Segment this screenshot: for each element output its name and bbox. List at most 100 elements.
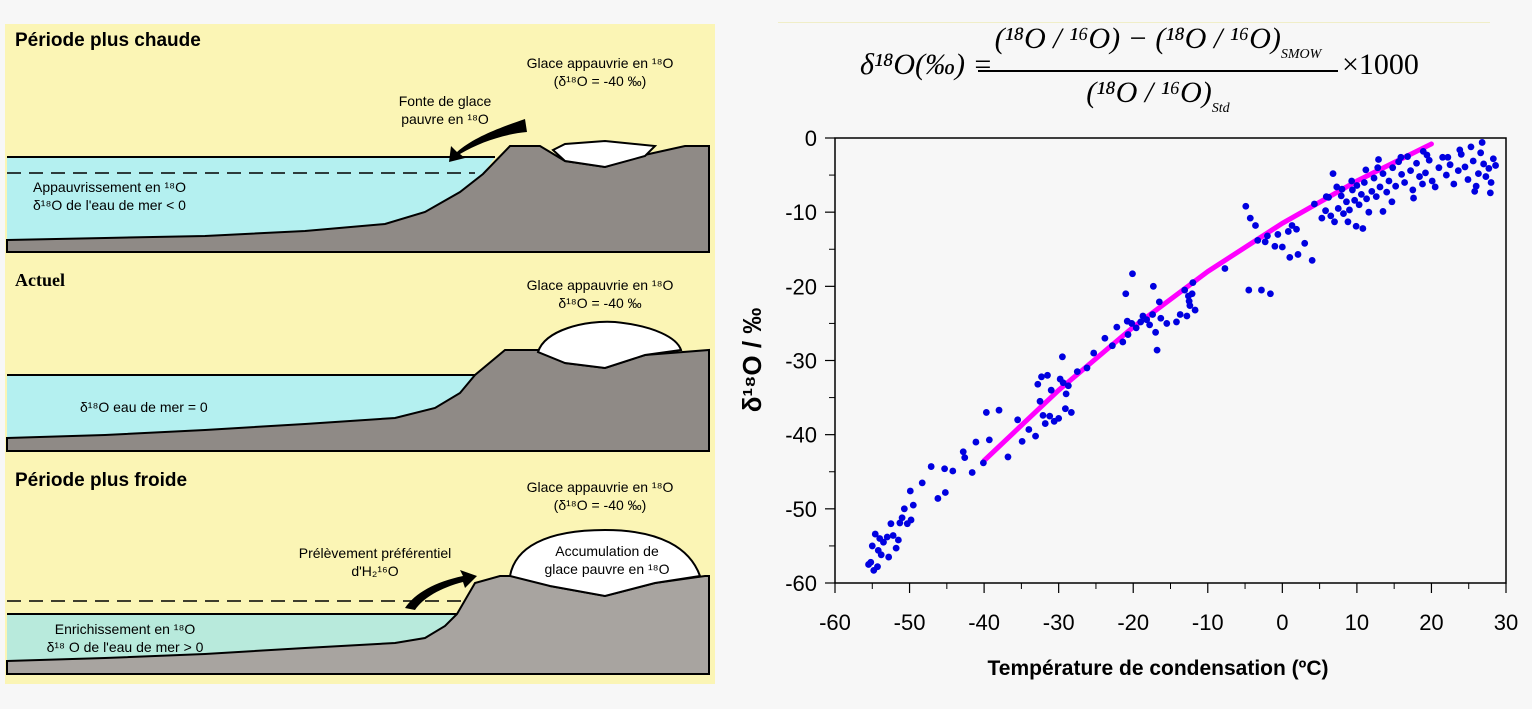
data-point	[1413, 159, 1420, 167]
data-point	[1383, 188, 1391, 196]
data-point	[894, 536, 902, 544]
data-point	[1157, 314, 1165, 322]
data-point	[1152, 328, 1159, 336]
isotope-ocean-diagram: Période plus chaude Glace appauvrie en ¹…	[0, 0, 720, 709]
data-point	[1431, 183, 1439, 191]
fit-line	[981, 141, 1434, 464]
data-point	[1469, 157, 1477, 165]
data-point	[1128, 320, 1136, 327]
ice-label-line1: Glace appauvrie en ¹⁸O	[526, 55, 674, 71]
data-point	[1388, 198, 1396, 206]
numerator-text: (¹⁸O / ¹⁶O) − (¹⁸O / ¹⁶O)	[994, 22, 1281, 55]
x-tick-label: -40	[968, 610, 1000, 635]
data-point	[941, 489, 949, 496]
data-point	[1267, 290, 1274, 298]
x-tick-label: -60	[819, 610, 851, 635]
data-point	[1472, 182, 1480, 190]
data-point	[907, 516, 915, 524]
data-point	[1398, 170, 1406, 178]
data-point	[1062, 390, 1070, 398]
data-point	[877, 551, 885, 559]
data-point	[1038, 373, 1045, 381]
ice-label-line1: Glace appauvrie en ¹⁸O	[526, 479, 674, 495]
data-point	[1368, 188, 1376, 195]
data-point	[1357, 190, 1365, 198]
x-tick-label: -20	[1117, 610, 1149, 635]
data-point	[1122, 290, 1130, 298]
present-scene	[6, 320, 710, 452]
data-point	[1047, 386, 1055, 394]
data-point	[982, 409, 990, 416]
data-point	[1359, 225, 1367, 232]
data-point	[1487, 179, 1495, 186]
data-point	[1025, 426, 1033, 433]
ice-cap	[536, 320, 683, 370]
data-point	[918, 479, 926, 487]
data-point	[1155, 298, 1163, 306]
evaporation-label-line1: Prélèvement préférentiel	[298, 545, 452, 561]
data-point	[1480, 160, 1488, 168]
sea-label-line1: Enrichissement en ¹⁸O	[54, 621, 196, 637]
data-point	[868, 542, 876, 550]
data-point	[972, 438, 980, 446]
data-point	[1442, 171, 1450, 179]
data-point	[1333, 183, 1341, 191]
formula-rhs: ×1000	[1342, 48, 1419, 81]
data-point	[1439, 153, 1447, 161]
data-point	[1301, 239, 1309, 247]
data-point	[1181, 286, 1189, 294]
data-point	[968, 469, 976, 476]
data-point	[1489, 155, 1497, 163]
data-point	[1329, 170, 1337, 178]
data-point	[1467, 143, 1475, 151]
panel-colder-period: Période plus froide Glace appauvrie en ¹…	[5, 458, 715, 684]
data-point	[1471, 188, 1479, 195]
data-point	[1039, 411, 1047, 419]
data-point	[1392, 182, 1400, 190]
data-point	[1032, 432, 1039, 440]
data-point	[1372, 193, 1380, 200]
data-point	[880, 538, 887, 546]
data-point	[1061, 405, 1069, 413]
ice-label-line2: (δ¹⁸O = -40 ‰)	[553, 73, 647, 89]
panel-title: Période plus froide	[15, 470, 188, 491]
data-point	[887, 520, 895, 528]
sea-water	[7, 614, 457, 661]
data-point	[1327, 212, 1335, 220]
data-point	[1318, 214, 1326, 222]
data-point	[1355, 201, 1363, 209]
data-point	[1477, 149, 1485, 157]
y-axis-label: δ¹⁸O / ‰	[737, 308, 767, 413]
data-point	[1322, 193, 1330, 200]
data-point	[1338, 185, 1346, 193]
data-point	[1370, 174, 1378, 182]
data-point	[1409, 186, 1417, 194]
ice-label-line2: δ¹⁸O = -40 ‰	[558, 295, 642, 311]
x-tick-label: 30	[1494, 610, 1518, 635]
x-tick-label: 20	[1419, 610, 1443, 635]
data-point	[1410, 194, 1417, 202]
data-point	[1444, 153, 1452, 161]
data-point	[1310, 200, 1318, 208]
data-point	[1274, 231, 1282, 238]
data-point	[1322, 207, 1329, 215]
x-tick-label: -30	[1043, 610, 1075, 635]
y-tick-label: -30	[785, 349, 817, 374]
ice-cap	[508, 528, 702, 598]
data-point	[1294, 251, 1302, 258]
data-point	[941, 465, 948, 473]
data-point	[1044, 371, 1051, 379]
data-point	[1014, 416, 1022, 424]
data-point	[1331, 218, 1338, 226]
data-point	[1252, 222, 1259, 229]
data-point	[1344, 218, 1352, 226]
melt-label-line1: Fonte de glace	[398, 93, 492, 109]
data-point	[871, 530, 879, 538]
y-tick-label: -10	[785, 200, 817, 225]
x-tick-label: 10	[1345, 610, 1369, 635]
data-point	[1337, 192, 1345, 200]
sea-label: Enrichissement en ¹⁸O δ¹⁸ O de l'eau de …	[15, 620, 235, 656]
ice-label: Glace appauvrie en ¹⁸O (δ¹⁸O = -40 ‰)	[500, 54, 700, 90]
data-point	[1064, 382, 1072, 390]
data-point	[1416, 173, 1423, 180]
